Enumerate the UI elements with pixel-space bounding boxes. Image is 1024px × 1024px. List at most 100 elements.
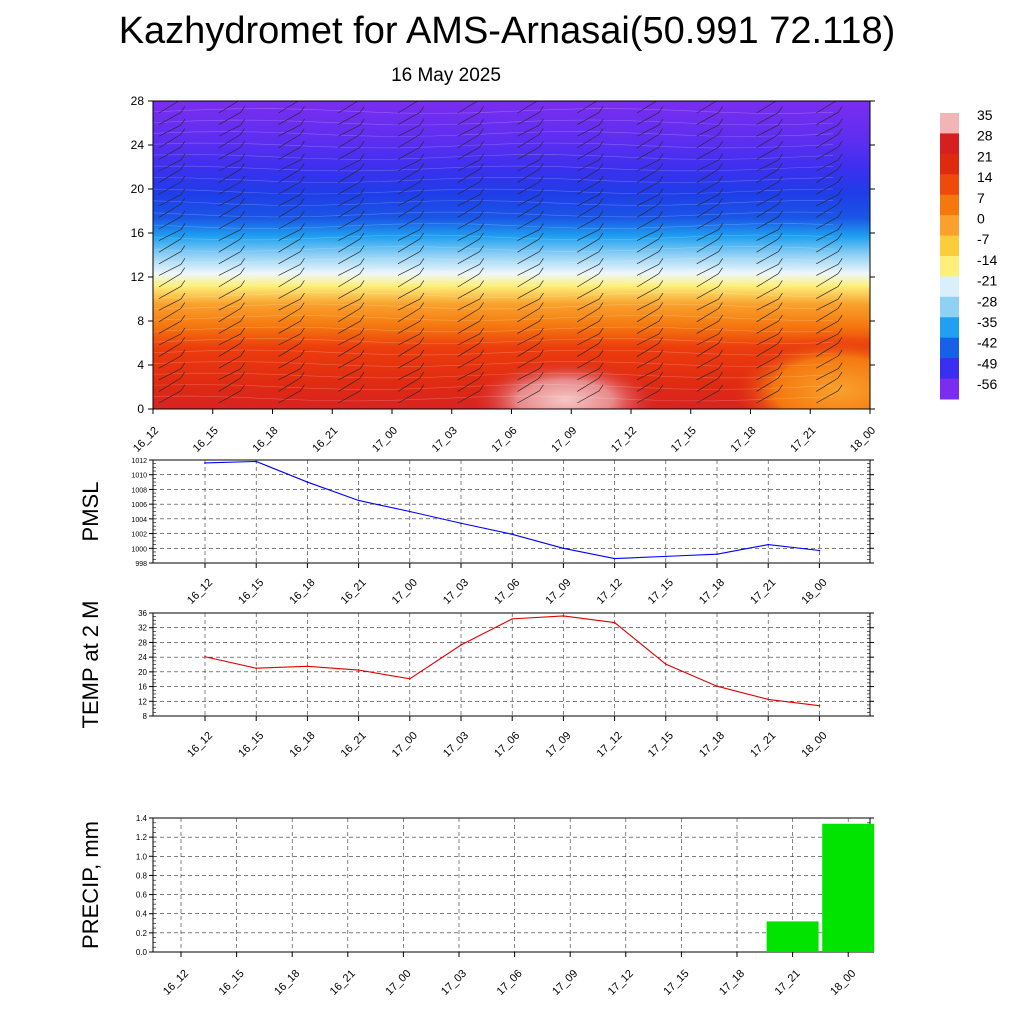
wind-barb bbox=[756, 245, 783, 265]
wind-barb bbox=[816, 327, 843, 346]
contour-line bbox=[153, 384, 834, 390]
x-tick-label: 17_18 bbox=[697, 577, 727, 607]
wind-barb bbox=[756, 210, 783, 230]
colorbar-swatch bbox=[940, 337, 959, 359]
x-tick-label: 17_12 bbox=[609, 425, 639, 455]
wind-barb bbox=[636, 292, 664, 311]
colorbar-swatch bbox=[940, 378, 959, 400]
wind-barb bbox=[756, 315, 783, 334]
x-tick-label: 17_03 bbox=[441, 730, 471, 760]
wind-barb bbox=[696, 245, 723, 265]
wind-barb bbox=[816, 258, 843, 276]
wind-barb bbox=[218, 384, 245, 404]
wind-barb bbox=[278, 371, 305, 392]
wind-barb bbox=[816, 349, 843, 369]
contour-line bbox=[153, 280, 834, 287]
wind-barb bbox=[577, 327, 604, 346]
data-point bbox=[511, 533, 513, 536]
wind-barb bbox=[517, 232, 544, 253]
contour-line bbox=[153, 349, 834, 356]
wind-barb bbox=[577, 384, 604, 404]
wind-barb bbox=[517, 292, 544, 311]
wind-barb bbox=[517, 153, 544, 172]
y-tick-label: 16 bbox=[138, 683, 147, 692]
wind-barb bbox=[338, 302, 365, 323]
data-point bbox=[204, 655, 206, 658]
wind-barb bbox=[517, 118, 544, 137]
wind-barb bbox=[457, 163, 484, 183]
x-tick-label: 16_21 bbox=[310, 425, 340, 455]
wind-barb bbox=[756, 349, 783, 369]
wind-barb bbox=[577, 371, 604, 392]
wind-barb bbox=[457, 384, 484, 404]
x-tick-label: 18_00 bbox=[799, 577, 829, 607]
wind-barb bbox=[218, 280, 245, 299]
data-point bbox=[818, 704, 821, 707]
wind-barb bbox=[577, 245, 604, 265]
wind-barb bbox=[158, 280, 186, 299]
wind-barb bbox=[397, 302, 425, 323]
x-tick-label: 17_21 bbox=[748, 577, 778, 607]
wind-barb bbox=[278, 118, 305, 137]
wind-barb bbox=[876, 224, 902, 241]
wind-barb bbox=[876, 363, 902, 380]
colorbar-swatch bbox=[940, 317, 959, 339]
wind-barb bbox=[397, 106, 425, 125]
wind-barb bbox=[816, 302, 843, 323]
wind-barb bbox=[278, 163, 305, 183]
wind-barb bbox=[158, 267, 186, 288]
wind-barb bbox=[517, 258, 544, 276]
wind-barb bbox=[278, 327, 305, 346]
wind-barb bbox=[338, 223, 365, 241]
wind-barb bbox=[577, 362, 604, 381]
wind-barb bbox=[158, 197, 186, 218]
wind-barb bbox=[577, 175, 604, 195]
x-tick-label: 17_18 bbox=[729, 425, 759, 455]
wind-barb bbox=[756, 101, 777, 114]
wind-barb bbox=[218, 327, 246, 346]
wind-barb bbox=[457, 371, 484, 392]
wind-barb bbox=[876, 211, 902, 229]
wind-barb bbox=[158, 349, 186, 369]
wind-barb bbox=[397, 245, 425, 265]
wind-barb bbox=[218, 128, 245, 149]
wind-barb bbox=[636, 175, 664, 195]
wind-barb bbox=[158, 292, 186, 311]
x-tick-label: 16_21 bbox=[328, 968, 358, 998]
wind-barb bbox=[338, 163, 365, 183]
wind-barb bbox=[636, 258, 664, 276]
y-tick-label: 12 bbox=[131, 270, 145, 284]
wind-barb bbox=[278, 349, 305, 369]
wind-barb bbox=[278, 223, 305, 241]
wind-barb bbox=[636, 384, 664, 404]
wind-barb bbox=[696, 362, 724, 381]
wind-barb bbox=[577, 349, 604, 369]
colorbar: 35 28 21 14 7 0 -7 -14 -21 -28 -35 -42 -49 -56 bbox=[940, 107, 997, 400]
wind-barb bbox=[517, 337, 544, 357]
wind-barb bbox=[696, 267, 723, 288]
data-point bbox=[562, 547, 565, 550]
wind-barb bbox=[696, 384, 723, 404]
wind-barb bbox=[816, 141, 843, 160]
wind-barb bbox=[158, 188, 186, 207]
wind-barb bbox=[816, 315, 843, 334]
wind-barb bbox=[278, 337, 305, 357]
wind-barb bbox=[816, 280, 843, 299]
x-tick-label: 16_12 bbox=[161, 968, 191, 998]
wind-barb bbox=[338, 153, 365, 172]
wind-barb bbox=[577, 302, 604, 323]
wind-barb bbox=[696, 188, 724, 207]
wind-barb bbox=[278, 232, 305, 253]
wind-barb bbox=[278, 280, 305, 299]
x-tick-label: 17_09 bbox=[550, 968, 580, 998]
data-point bbox=[613, 621, 616, 624]
wind-barb bbox=[218, 141, 245, 160]
wind-barb bbox=[696, 101, 718, 114]
wind-barb bbox=[517, 223, 544, 241]
warm-area bbox=[730, 335, 870, 409]
wind-barb bbox=[816, 362, 843, 381]
x-tick-label: 16_15 bbox=[236, 577, 266, 607]
x-tick-label: 17_06 bbox=[495, 968, 525, 998]
x-tick-label: 17_18 bbox=[697, 730, 727, 760]
wind-barb bbox=[696, 106, 723, 125]
